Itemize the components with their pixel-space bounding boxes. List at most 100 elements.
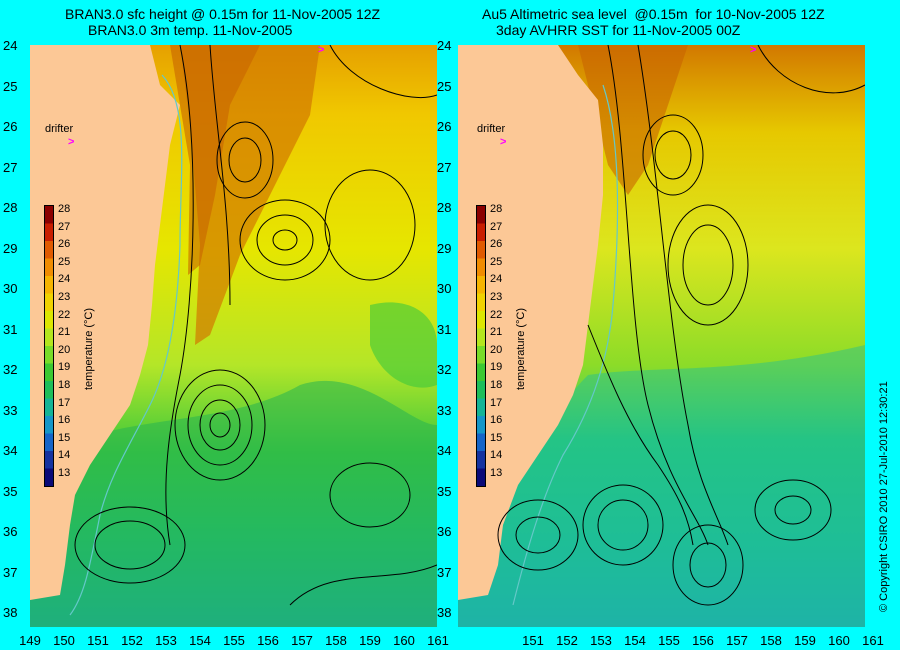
colorbar-tick-label: 25 bbox=[58, 255, 71, 268]
land-mass bbox=[30, 45, 180, 600]
longitude-label: 158 bbox=[325, 633, 347, 648]
latitude-label: 27 bbox=[437, 159, 452, 175]
latitude-label: 29 bbox=[3, 240, 18, 256]
colorbar-tick-label: 24 bbox=[490, 273, 503, 286]
longitude-label: 149 bbox=[19, 633, 41, 648]
drifter-track-right: > bbox=[750, 44, 757, 56]
latitude-label: 31 bbox=[437, 321, 452, 337]
colorbar-tick-label: 23 bbox=[58, 291, 71, 303]
colorbar-tick-label: 25 bbox=[490, 255, 503, 268]
latitude-label: 33 bbox=[3, 402, 18, 418]
latitude-label: 37 bbox=[3, 564, 18, 580]
latitude-label: 38 bbox=[3, 605, 18, 620]
right-title-line1: Au5 Altimetric sea level @0.15m for 10-N… bbox=[482, 6, 825, 22]
longitude-label: 155 bbox=[658, 633, 680, 648]
colorbar-tick-label: 22 bbox=[58, 308, 71, 321]
longitude-label: 159 bbox=[359, 633, 381, 648]
latitude-label: 28 bbox=[437, 200, 452, 215]
drifter-marker-right: > bbox=[500, 136, 507, 148]
colorbar-tick-label: 16 bbox=[58, 414, 71, 427]
longitude-label: 160 bbox=[393, 633, 415, 648]
latitude-label: 37 bbox=[437, 564, 452, 580]
colorbar-tick-label: 16 bbox=[490, 414, 503, 427]
latitude-label: 29 bbox=[437, 240, 452, 256]
latitude-label: 36 bbox=[3, 524, 18, 539]
colorbar-tick-label: 20 bbox=[58, 343, 71, 356]
longitude-label: 161 bbox=[427, 633, 449, 648]
colorbar-right bbox=[476, 205, 486, 487]
latitude-label: 26 bbox=[3, 119, 18, 134]
latitude-label: 33 bbox=[437, 402, 452, 418]
right-map-panel bbox=[458, 45, 865, 627]
longitude-label: 153 bbox=[590, 633, 612, 648]
colorbar-left-title: temperature (°C) bbox=[83, 307, 95, 390]
left-title-line1: BRAN3.0 sfc height @ 0.15m for 11-Nov-20… bbox=[65, 6, 381, 22]
colorbar-tick-label: 13 bbox=[58, 467, 71, 479]
colorbar-tick-label: 14 bbox=[58, 449, 71, 462]
longitude-label: 152 bbox=[121, 633, 143, 648]
colorbar-right-title: temperature (°C) bbox=[515, 307, 527, 390]
colorbar-tick-label: 26 bbox=[490, 238, 503, 251]
longitude-label: 159 bbox=[794, 633, 816, 648]
longitude-label: 157 bbox=[726, 633, 748, 648]
ssh-contours bbox=[74, 45, 437, 606]
longitude-label: 154 bbox=[624, 633, 646, 648]
colorbar-tick-label: 22 bbox=[490, 308, 503, 321]
colorbar-tick-label: 21 bbox=[490, 326, 503, 339]
colorbar-tick-label: 18 bbox=[58, 379, 71, 391]
latitude-label: 34 bbox=[3, 443, 18, 458]
latitude-label: 27 bbox=[3, 159, 18, 175]
latitude-label: 35 bbox=[3, 483, 18, 499]
latitude-label: 24 bbox=[3, 38, 18, 53]
latitude-label: 26 bbox=[437, 119, 452, 134]
land-mass bbox=[458, 45, 603, 600]
latitude-label: 32 bbox=[3, 362, 18, 377]
longitude-label: 155 bbox=[223, 633, 245, 648]
drifter-label-right: drifter bbox=[477, 123, 506, 135]
colorbar-tick-label: 21 bbox=[58, 326, 71, 339]
longitude-label: 160 bbox=[828, 633, 850, 648]
left-map-panel bbox=[30, 45, 437, 627]
colorbar-tick-label: 13 bbox=[490, 467, 503, 479]
longitude-label: 161 bbox=[862, 633, 884, 648]
drifter-marker-left: > bbox=[68, 136, 75, 148]
bathymetry-contour bbox=[69, 74, 183, 616]
colorbar-tick-label: 20 bbox=[490, 343, 503, 356]
longitude-label: 150 bbox=[53, 633, 75, 648]
longitude-label: 153 bbox=[155, 633, 177, 648]
latitude-label: 32 bbox=[437, 362, 452, 377]
longitude-label: 158 bbox=[760, 633, 782, 648]
latitude-label: 38 bbox=[437, 605, 452, 620]
colorbar-tick-label: 17 bbox=[490, 396, 503, 409]
latitude-label: 24 bbox=[437, 38, 452, 53]
colorbar-tick-label: 14 bbox=[490, 449, 503, 462]
left-title-line2: BRAN3.0 3m temp. 11-Nov-2005 bbox=[88, 22, 293, 38]
colorbar-tick-label: 27 bbox=[490, 220, 503, 233]
colorbar-tick-label: 27 bbox=[58, 220, 71, 233]
latitude-label: 30 bbox=[3, 281, 18, 296]
colorbar-tick-label: 18 bbox=[490, 379, 503, 391]
longitude-label: 152 bbox=[556, 633, 578, 648]
colorbar-tick-label: 28 bbox=[490, 203, 503, 215]
latitude-label: 25 bbox=[437, 78, 452, 94]
longitude-label: 151 bbox=[522, 633, 544, 648]
colorbar-tick-label: 26 bbox=[58, 238, 71, 251]
drifter-label-left: drifter bbox=[45, 123, 74, 135]
latitude-label: 31 bbox=[3, 321, 18, 337]
colorbar-tick-label: 24 bbox=[58, 273, 71, 286]
right-title-line2: 3day AVHRR SST for 11-Nov-2005 00Z bbox=[496, 22, 741, 38]
colorbar-tick-label: 19 bbox=[490, 361, 503, 374]
latitude-label: 34 bbox=[437, 443, 452, 458]
drifter-track-left: > bbox=[318, 44, 325, 56]
longitude-label: 156 bbox=[257, 633, 279, 648]
latitude-label: 35 bbox=[437, 483, 452, 499]
colorbar-tick-label: 28 bbox=[58, 203, 71, 215]
ssh-contours bbox=[497, 45, 865, 606]
copyright-text: © Copyright CSIRO 2010 27-Jul-2010 12:30… bbox=[878, 381, 890, 612]
bathymetry-contour bbox=[512, 84, 619, 606]
colorbar-tick-label: 15 bbox=[58, 431, 71, 444]
colorbar-tick-label: 15 bbox=[490, 431, 503, 444]
colorbar-tick-label: 19 bbox=[58, 361, 71, 374]
colorbar-tick-label: 17 bbox=[58, 396, 71, 409]
latitude-label: 25 bbox=[3, 78, 18, 94]
